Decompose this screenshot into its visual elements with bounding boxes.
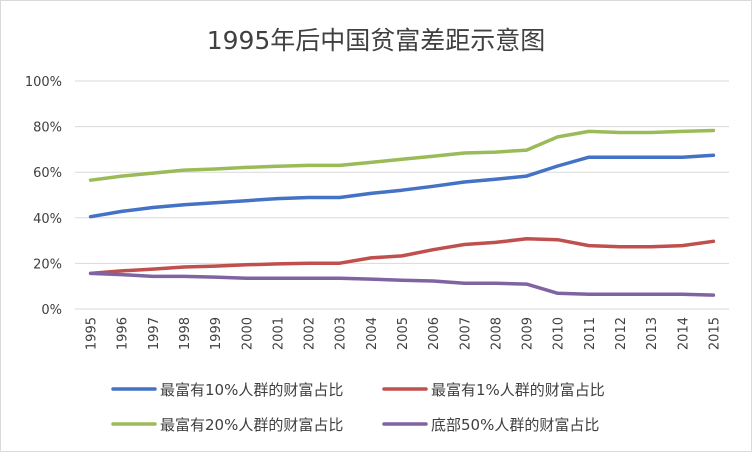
y-tick-label: 40%	[33, 212, 62, 227]
x-tick-label: 2007	[458, 317, 473, 350]
y-axis-ticks: 0% 20% 40% 60% 80% 100%	[25, 75, 62, 318]
x-tick-label: 2001	[271, 317, 286, 350]
y-tick-label: 60%	[33, 166, 62, 181]
x-tick-label: 2009	[521, 317, 536, 350]
y-tick-label: 20%	[33, 257, 62, 272]
y-tick-label: 100%	[25, 75, 62, 90]
x-tick-label: 1998	[178, 317, 193, 350]
x-tick-label: 2015	[707, 317, 722, 350]
series-line-1	[88, 153, 716, 219]
series-line-4	[88, 271, 716, 297]
x-tick-label: 2004	[365, 317, 380, 350]
x-tick-label: 2005	[396, 317, 411, 350]
x-tick-label: 1996	[116, 317, 131, 350]
x-axis-ticks: 1995 1996 1997 1998 1999 2000 2001 2002 2003 2004…	[85, 317, 723, 350]
x-tick-label: 2013	[645, 317, 660, 350]
legend-label: 最富有1%人群的财富占比	[431, 381, 605, 399]
series-lines	[88, 128, 716, 297]
x-tick-label: 2000	[240, 317, 255, 350]
x-tick-label: 1995	[85, 317, 100, 350]
x-tick-label: 2014	[676, 317, 691, 350]
x-tick-label: 2010	[552, 317, 567, 350]
legend-label: 最富有20%人群的财富占比	[160, 416, 343, 434]
y-tick-label: 80%	[33, 121, 62, 136]
x-tick-label: 2008	[489, 317, 504, 350]
x-tick-label: 2006	[427, 317, 442, 350]
x-tick-label: 1999	[209, 317, 224, 350]
y-tick-label: 0%	[41, 303, 62, 318]
series-line-2	[88, 237, 716, 276]
x-tick-label: 2002	[303, 317, 318, 350]
legend-label: 底部50%人群的财富占比	[431, 416, 599, 434]
x-tick-label: 2003	[334, 317, 349, 350]
x-tick-label: 2012	[614, 317, 629, 350]
series-line-3	[88, 128, 716, 182]
gridlines	[75, 80, 729, 310]
x-tick-label: 1997	[147, 317, 162, 350]
chart-title: 1995年后中国贫富差距示意图	[207, 26, 546, 55]
legend-label: 最富有10%人群的财富占比	[160, 381, 343, 399]
x-tick-label: 2011	[583, 317, 598, 350]
